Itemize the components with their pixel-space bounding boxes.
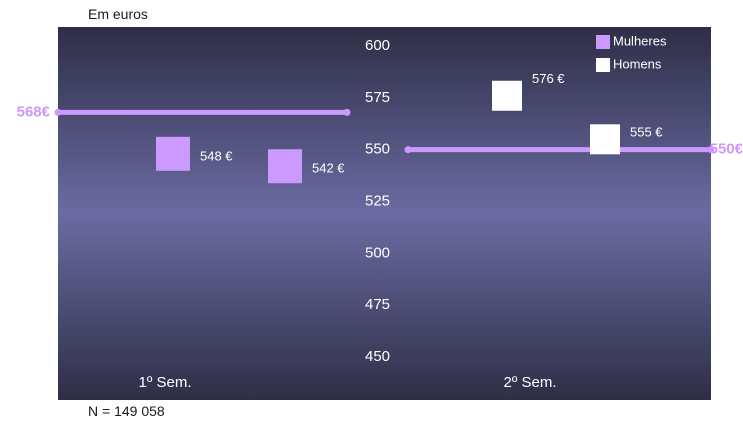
- average-line-end: [54, 108, 62, 116]
- average-label: 568€: [17, 103, 51, 120]
- y-tick-label: 500: [365, 244, 390, 261]
- y-tick-label: 600: [365, 37, 390, 54]
- data-label-homens: 555 €: [630, 125, 663, 140]
- y-tick-label: 575: [365, 89, 390, 106]
- y-tick-label: 550: [365, 141, 390, 158]
- y-tick-label: 475: [365, 296, 390, 313]
- data-label-mulheres: 548 €: [200, 148, 233, 163]
- average-line-end: [707, 146, 715, 154]
- legend-swatch: [596, 58, 610, 72]
- sample-size-note: N = 149 058: [88, 403, 165, 419]
- unit-note: Em euros: [88, 6, 148, 22]
- data-point-mulheres: [156, 136, 190, 171]
- data-point-homens: [590, 124, 620, 155]
- y-tick-label: 450: [365, 348, 390, 365]
- average-line-end: [343, 108, 351, 116]
- chart-panel: [58, 27, 711, 400]
- data-label-mulheres: 542 €: [312, 161, 345, 176]
- data-label-homens: 576 €: [532, 71, 565, 86]
- average-line-end: [404, 146, 412, 154]
- y-tick-label: 525: [365, 192, 390, 209]
- legend-label: Mulheres: [613, 33, 667, 48]
- legend-swatch: [596, 35, 610, 49]
- data-point-homens: [492, 80, 522, 111]
- category-label: 1º Sem.: [139, 374, 192, 391]
- legend-label: Homens: [613, 56, 662, 71]
- data-point-mulheres: [268, 149, 302, 184]
- category-label: 2º Sem.: [504, 374, 557, 391]
- average-label: 550€: [710, 141, 743, 158]
